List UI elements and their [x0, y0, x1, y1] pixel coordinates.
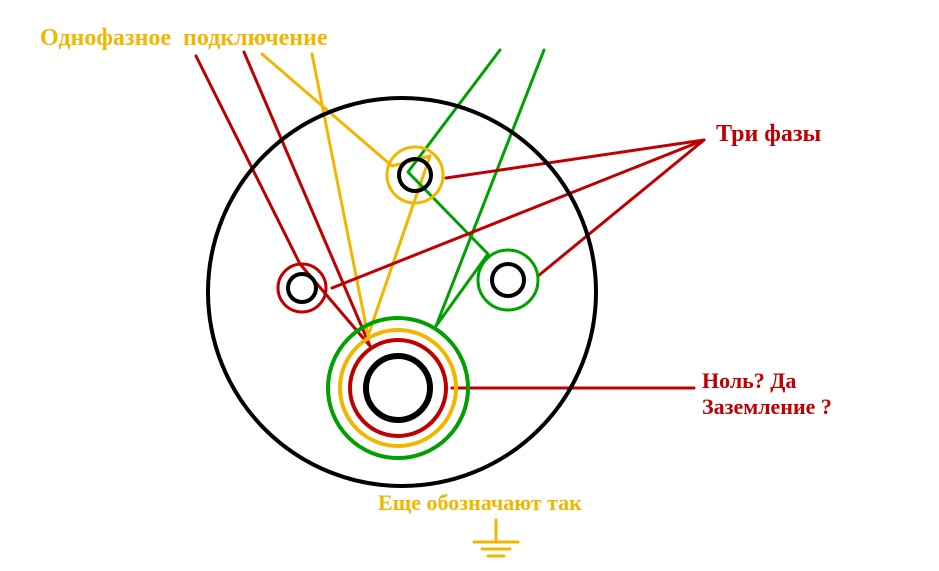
- pin-right-ring: [478, 250, 538, 310]
- connector-outline: [208, 98, 596, 486]
- label-zero-ground: Ноль? Да Заземление ?: [702, 368, 832, 421]
- pin-left: [288, 274, 316, 302]
- label-three-phase: Три фазы: [716, 120, 821, 149]
- pin-bottom: [366, 356, 430, 420]
- pin-bottom-ring-yellow: [340, 330, 456, 446]
- label-also-marked: Еще обозначают так: [378, 490, 582, 516]
- pin-right: [492, 264, 524, 296]
- pin-top-ring: [387, 147, 443, 203]
- label-single-phase: Однофазное подключение: [40, 24, 328, 53]
